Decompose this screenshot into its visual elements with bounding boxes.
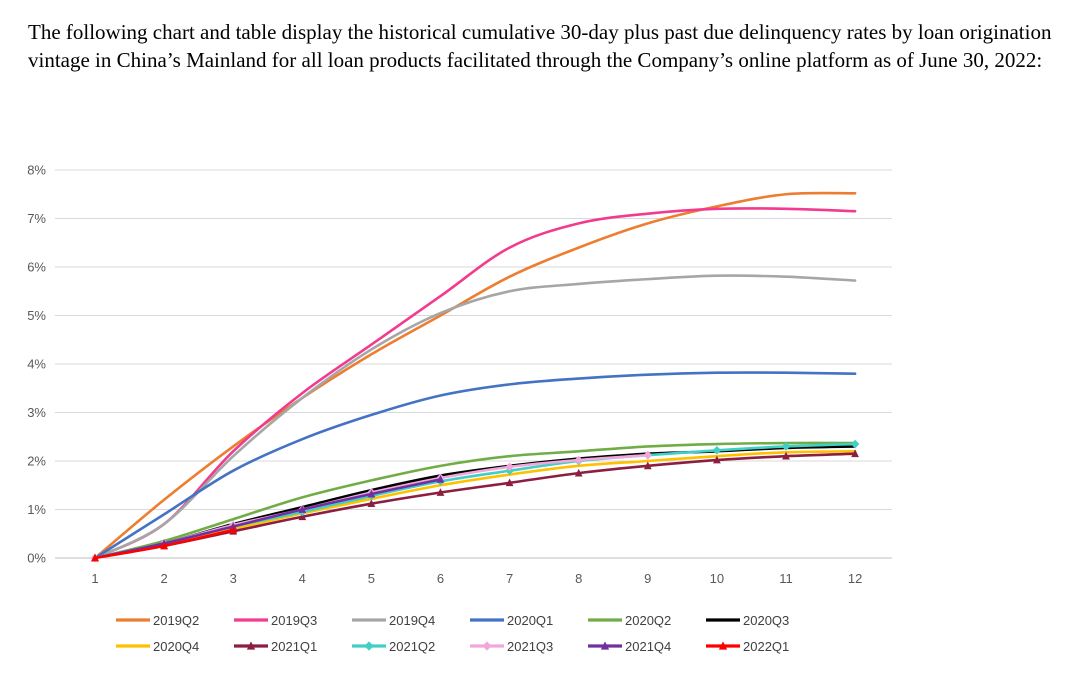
x-axis-labels: 1 2 3 4 5 6 7 8 9 10 11 12 <box>91 571 862 586</box>
legend-swatch-2020Q3 <box>706 618 740 622</box>
legend-item-2021Q3: 2021Q3 <box>470 633 588 659</box>
x-tick-label: 2 <box>160 571 167 586</box>
x-tick-label: 1 <box>91 571 98 586</box>
y-tick-label: 3% <box>27 405 46 420</box>
series-2019Q3 <box>93 207 857 560</box>
legend-item-2020Q3: 2020Q3 <box>706 607 824 633</box>
legend-item-2020Q2: 2020Q2 <box>588 607 706 633</box>
series-2020Q2 <box>93 441 857 560</box>
legend-label: 2020Q1 <box>507 612 554 628</box>
y-tick-label: 5% <box>27 308 46 323</box>
legend-swatch-2021Q4 <box>588 641 622 650</box>
legend-swatch-2020Q2 <box>588 618 622 622</box>
y-tick-label: 8% <box>27 163 46 178</box>
series-2020Q1 <box>93 371 857 560</box>
y-tick-label: 6% <box>27 260 46 275</box>
series-line-2019Q3 <box>93 207 857 560</box>
x-tick-label: 10 <box>710 571 724 586</box>
legend-label: 2020Q4 <box>153 638 200 654</box>
delinquency-vintage-chart: 0% 1% 2% 3% 4% 5% 6% 7% 8% 1 2 3 4 5 6 7 8 9 10 11 12 2019Q2… <box>0 148 1080 659</box>
legend-item-2021Q4: 2021Q4 <box>588 633 706 659</box>
legend-item-2019Q2: 2019Q2 <box>116 607 234 633</box>
x-tick-label: 9 <box>644 571 651 586</box>
series-line-2021Q4 <box>93 478 442 560</box>
legend-item-2019Q4: 2019Q4 <box>352 607 470 633</box>
legend-label: 2022Q1 <box>743 638 790 654</box>
legend-swatch-2021Q1 <box>234 641 268 650</box>
y-axis-labels: 0% 1% 2% 3% 4% 5% 6% 7% 8% <box>27 163 46 566</box>
series-line-2019Q2 <box>93 191 857 560</box>
legend-swatch-2020Q1 <box>470 618 504 622</box>
legend-label: 2019Q2 <box>153 612 200 628</box>
legend-label: 2020Q3 <box>743 612 790 628</box>
legend-label: 2020Q2 <box>625 612 672 628</box>
y-tick-label: 4% <box>27 357 46 372</box>
x-tick-label: 6 <box>437 571 444 586</box>
legend-swatch-2021Q3 <box>470 641 504 651</box>
x-tick-label: 7 <box>506 571 513 586</box>
legend-swatch-2019Q4 <box>352 618 386 622</box>
series-line-2020Q4 <box>93 450 857 560</box>
series-line-2019Q4 <box>93 274 857 560</box>
legend-item-2022Q1: 2022Q1 <box>706 633 824 659</box>
legend-swatch-2021Q2 <box>352 641 386 651</box>
intro-paragraph: The following chart and table display th… <box>28 20 1052 73</box>
legend-item-2019Q3: 2019Q3 <box>234 607 352 633</box>
y-tick-label: 1% <box>27 502 46 517</box>
legend-item-2020Q1: 2020Q1 <box>470 607 588 633</box>
x-tick-label: 3 <box>230 571 237 586</box>
x-tick-label: 5 <box>368 571 375 586</box>
y-tick-label: 7% <box>27 211 46 226</box>
y-tick-label: 2% <box>27 454 46 469</box>
legend-item-2021Q2: 2021Q2 <box>352 633 470 659</box>
chart-plot-area: 0%1%2%3%4%5%6%7%8%1 2 3 4 5 6 7 8 9 10 11 12 <box>27 163 892 586</box>
chart-legend: 2019Q2 2019Q3 2019Q4 2020Q1 2020Q2 2020Q3 2020… <box>116 607 836 659</box>
legend-swatch-2019Q2 <box>116 618 150 622</box>
series-line-2020Q1 <box>93 371 857 560</box>
legend-label: 2021Q2 <box>389 638 436 654</box>
legend-label: 2021Q4 <box>625 638 672 654</box>
legend-label: 2019Q3 <box>271 612 318 628</box>
legend-label: 2021Q3 <box>507 638 554 654</box>
x-tick-label: 11 <box>779 571 793 586</box>
series-2020Q4 <box>93 450 857 560</box>
x-tick-label: 4 <box>299 571 306 586</box>
legend-swatch-2020Q4 <box>116 644 150 648</box>
gridlines <box>55 169 892 559</box>
series-2022Q1 <box>91 525 238 562</box>
x-tick-label: 12 <box>848 571 862 586</box>
x-tick-label: 8 <box>575 571 582 586</box>
y-tick-label: 0% <box>27 551 46 566</box>
series-line-2020Q2 <box>93 441 857 560</box>
series-2019Q4 <box>93 274 857 560</box>
legend-label: 2021Q1 <box>271 638 318 654</box>
legend-item-2020Q4: 2020Q4 <box>116 633 234 659</box>
legend-label: 2019Q4 <box>389 612 436 628</box>
legend-swatch-2019Q3 <box>234 618 268 622</box>
legend-swatch-2022Q1 <box>706 641 740 650</box>
series-2019Q2 <box>93 191 857 560</box>
legend-item-2021Q1: 2021Q1 <box>234 633 352 659</box>
